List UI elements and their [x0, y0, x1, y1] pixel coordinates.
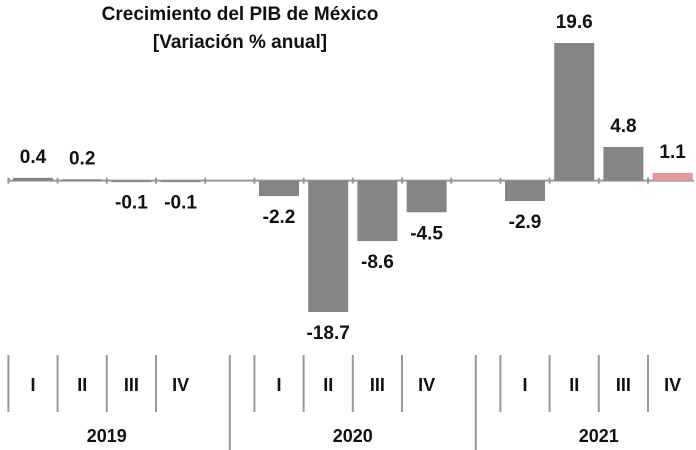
- value-label: -4.5: [410, 223, 443, 244]
- value-label: -18.7: [307, 323, 350, 344]
- x-tick-label: IV: [172, 375, 189, 395]
- x-tick-label: II: [323, 375, 333, 395]
- value-label: -8.6: [361, 252, 394, 273]
- x-tick-label: IV: [418, 375, 435, 395]
- bar: [160, 180, 201, 183]
- x-tick-label: II: [569, 375, 579, 395]
- bar: [554, 43, 595, 181]
- bar: [603, 146, 644, 181]
- value-label: -2.2: [263, 207, 296, 228]
- x-tick-label: II: [77, 375, 87, 395]
- year-label: 2021: [579, 426, 619, 446]
- value-label: 0.2: [69, 148, 95, 169]
- bar: [111, 180, 152, 183]
- value-label: 0.4: [20, 147, 47, 168]
- value-label: 1.1: [659, 142, 686, 163]
- bar: [357, 180, 398, 242]
- value-label: -0.1: [115, 192, 148, 213]
- x-tick-label: III: [370, 375, 385, 395]
- x-tick-label: III: [616, 375, 631, 395]
- bar: [652, 172, 693, 181]
- bar: [406, 180, 447, 213]
- x-tick-label: III: [124, 375, 139, 395]
- chart-subtitle: [Variación % anual]: [153, 32, 327, 53]
- bar: [505, 180, 545, 202]
- value-label: -2.9: [509, 212, 542, 233]
- x-tick-label: I: [522, 375, 527, 395]
- bar: [13, 177, 53, 181]
- x-tick-label: I: [30, 375, 35, 395]
- bar: [308, 180, 349, 312]
- value-label: -0.1: [164, 192, 197, 213]
- chart-title: Crecimiento del PIB de México: [102, 4, 379, 25]
- value-label: 19.6: [556, 12, 593, 33]
- bar: [62, 179, 103, 181]
- year-label: 2020: [333, 426, 373, 446]
- value-label: 4.8: [610, 116, 636, 137]
- bar: [259, 180, 299, 197]
- year-label: 2019: [87, 426, 127, 446]
- x-tick-label: I: [276, 375, 281, 395]
- x-tick-label: IV: [664, 375, 681, 395]
